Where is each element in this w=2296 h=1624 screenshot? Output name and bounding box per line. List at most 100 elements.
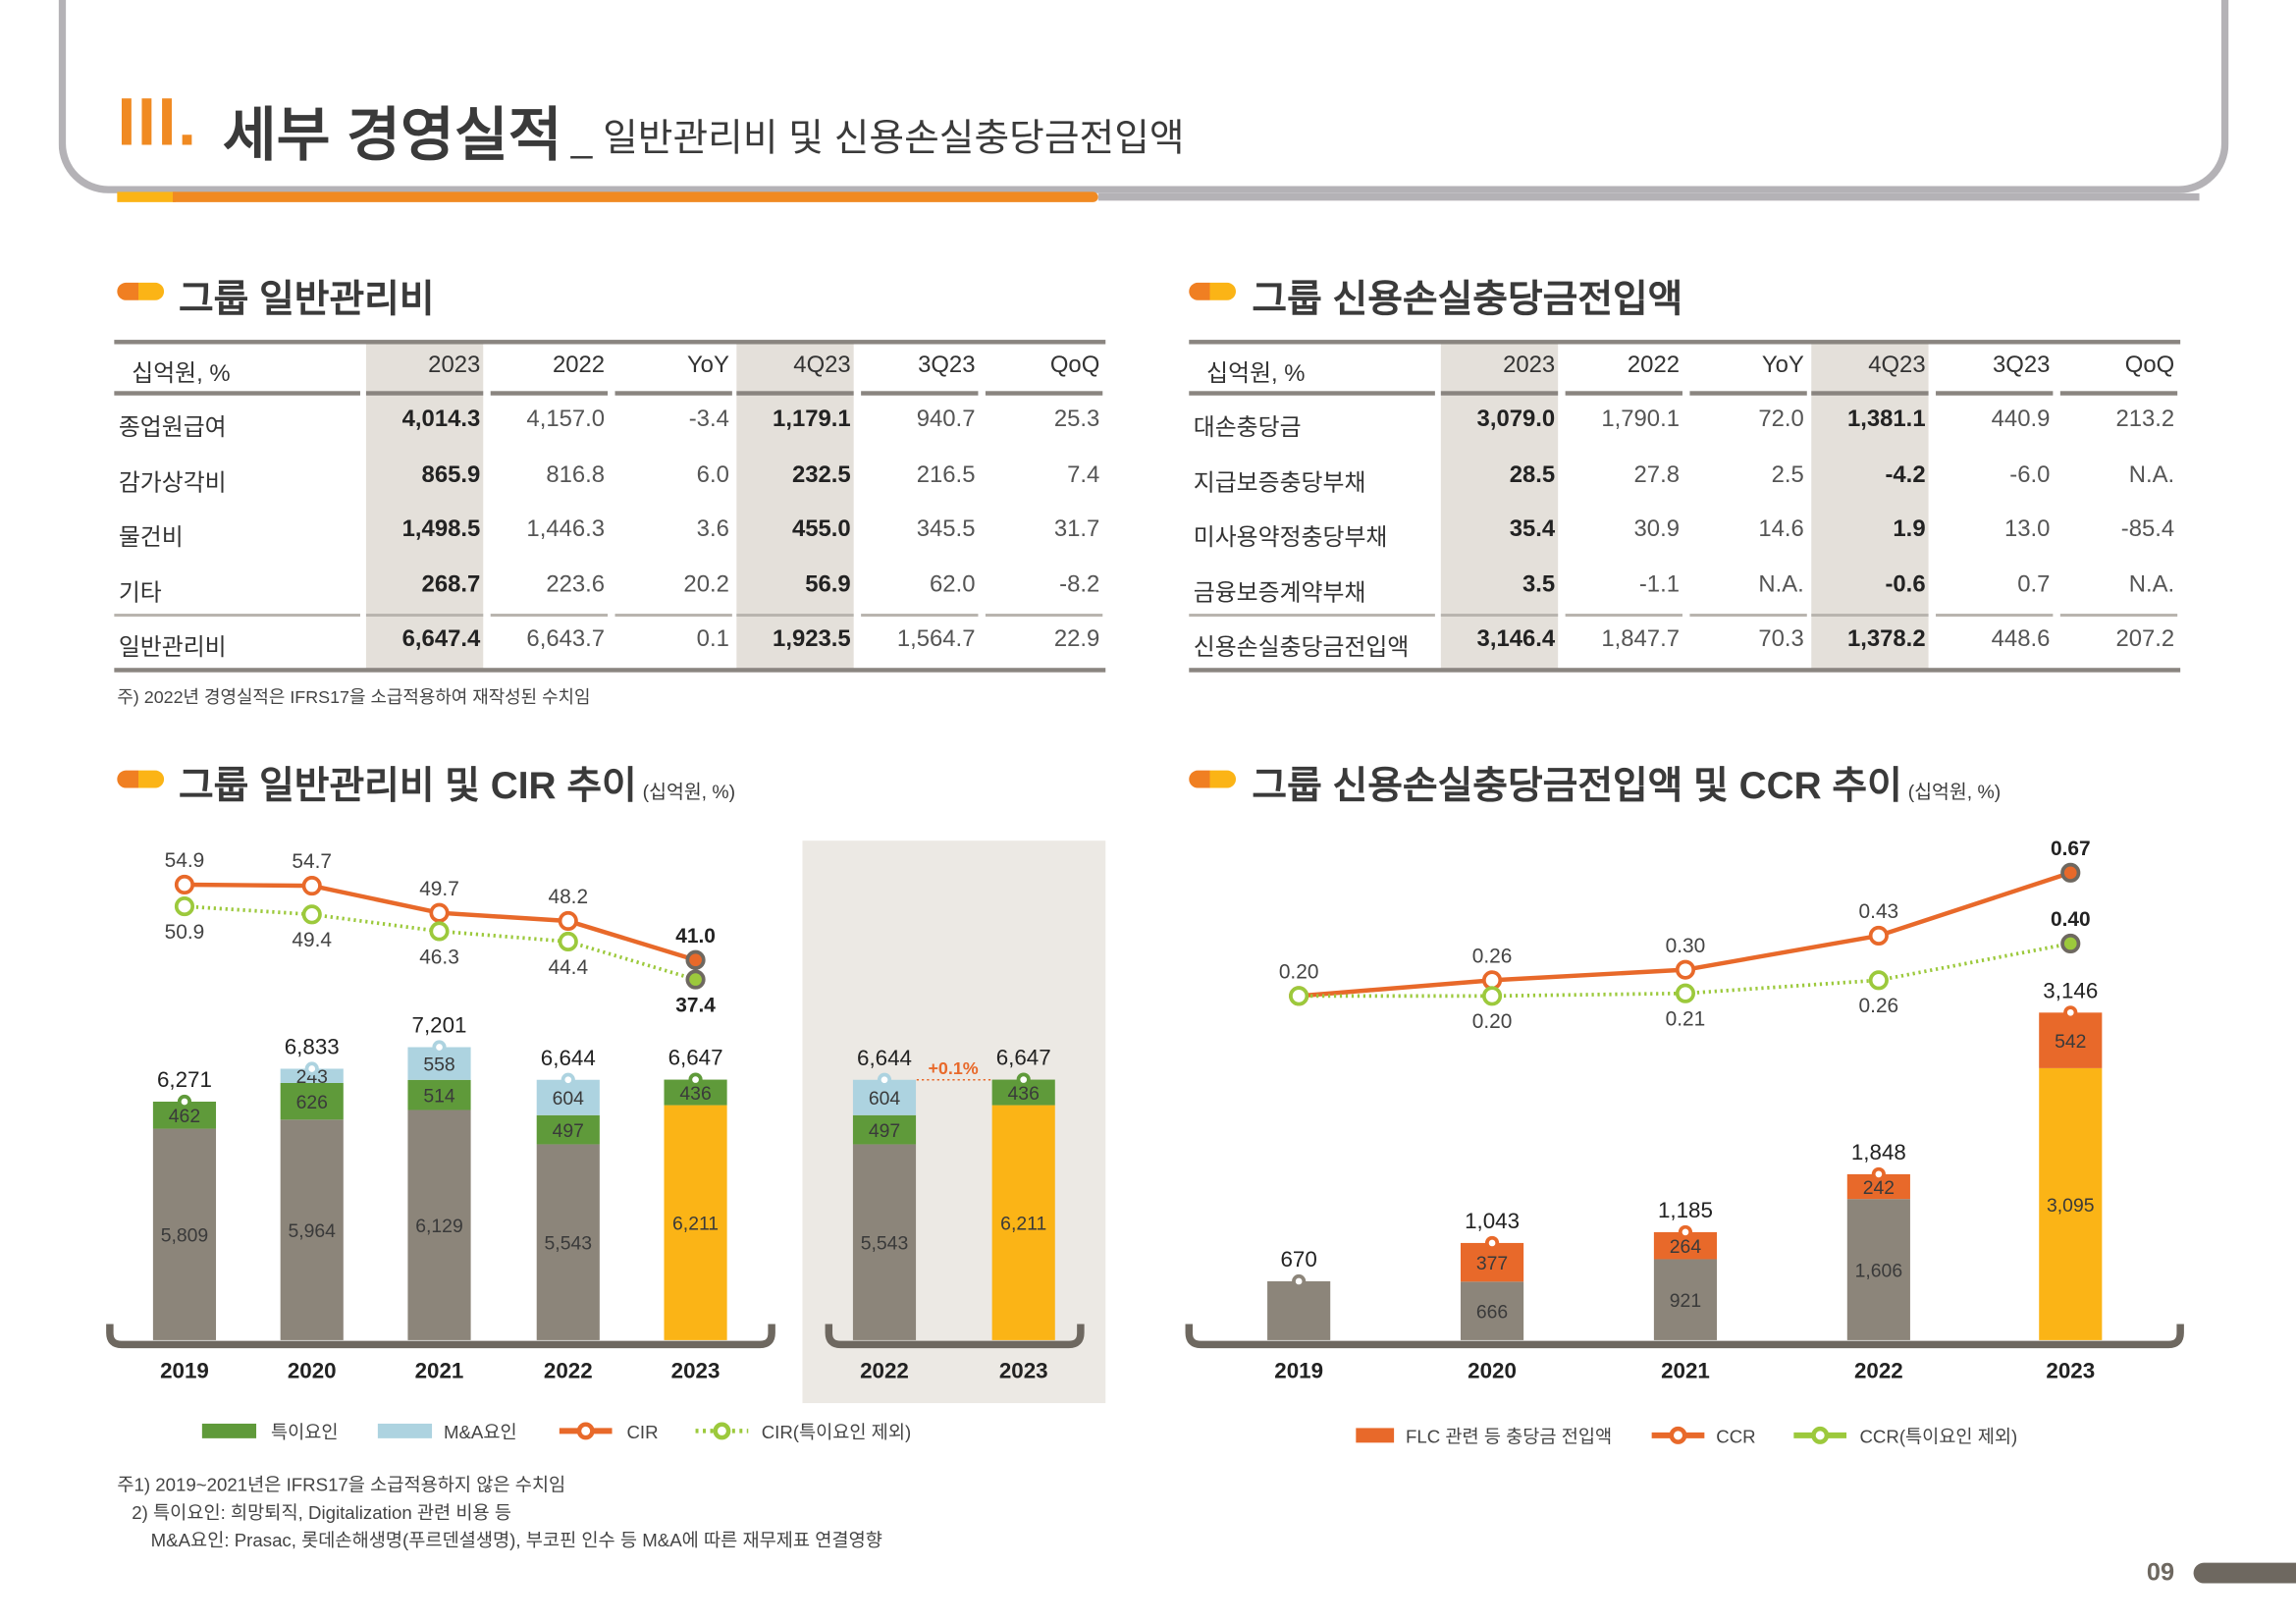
bar-total-label: 1,185 bbox=[1658, 1198, 1713, 1222]
bar-value-label: 243 bbox=[296, 1066, 328, 1088]
total-rule bbox=[1189, 614, 1435, 617]
line-point bbox=[174, 896, 195, 917]
bar-value-label: 242 bbox=[1863, 1177, 1895, 1199]
table-cell: 440.9 bbox=[1991, 406, 2051, 433]
bar-value-label: 377 bbox=[1476, 1253, 1508, 1274]
bar-value-label: 558 bbox=[423, 1055, 454, 1076]
sga-chart-unit: (십억원, %) bbox=[642, 781, 736, 803]
bar-value-label: 6,211 bbox=[1000, 1214, 1046, 1235]
table-cell: 6,647.4 bbox=[401, 626, 481, 652]
header-rule bbox=[985, 391, 1103, 396]
line-point bbox=[1481, 986, 1503, 1006]
column-header: 3Q23 bbox=[1993, 352, 2051, 378]
header-rule bbox=[114, 391, 360, 396]
x-axis-label: 2019 bbox=[1274, 1359, 1323, 1383]
bar-value-label: 264 bbox=[1670, 1236, 1702, 1258]
table-cell: 1,179.1 bbox=[773, 406, 851, 433]
table-cell: 2.5 bbox=[1771, 462, 1804, 488]
table-cell: N.A. bbox=[2128, 462, 2175, 488]
credit-table-title: 그룹 신용손실충당금전입액 bbox=[1252, 276, 1683, 321]
bar-total-label: 6,644 bbox=[541, 1046, 596, 1070]
line-value-label: 46.3 bbox=[419, 946, 459, 968]
line-value-label: 0.26 bbox=[1472, 945, 1513, 967]
line-value-label: 50.9 bbox=[165, 921, 205, 944]
column-header: 2022 bbox=[552, 352, 606, 378]
table-cell: 4,157.0 bbox=[526, 406, 606, 433]
x-axis-label: 2021 bbox=[1661, 1359, 1710, 1383]
bar-value-label: 462 bbox=[169, 1106, 200, 1127]
row-label: 신용손실충당금전입액 bbox=[1193, 635, 1410, 661]
table-cell: -1.1 bbox=[1638, 572, 1680, 598]
row-label: 감가상각비 bbox=[118, 471, 227, 497]
total-rule bbox=[614, 614, 732, 617]
axis-bracket bbox=[106, 1324, 775, 1349]
table-cell: 14.6 bbox=[1758, 516, 1804, 542]
x-axis-label: 2023 bbox=[999, 1359, 1048, 1383]
table-cell: 22.9 bbox=[1053, 626, 1100, 652]
table-cell: -4.2 bbox=[1885, 462, 1926, 488]
bar-top-marker bbox=[688, 1072, 703, 1087]
bar-value-label: 604 bbox=[869, 1088, 901, 1110]
total-rule bbox=[365, 614, 484, 617]
bar-top-marker bbox=[1292, 1273, 1307, 1289]
footnote-1: 주1) 2019~2021년은 IFRS17을 소급적용하지 않은 수치임 bbox=[117, 1475, 566, 1496]
x-axis-label: 2022 bbox=[1854, 1359, 1903, 1383]
line-value-label: 37.4 bbox=[675, 994, 716, 1016]
bar-value-label: 436 bbox=[679, 1083, 711, 1105]
bar-segment bbox=[407, 1079, 471, 1110]
change-label: +0.1% bbox=[928, 1058, 978, 1078]
row-label: 일반관리비 bbox=[118, 635, 227, 661]
line-point bbox=[301, 904, 322, 925]
header-rule bbox=[1565, 391, 1682, 396]
line-value-label: 0.20 bbox=[1279, 960, 1319, 983]
table-top-rule bbox=[1189, 340, 2181, 345]
sga-chart-heading: 그룹 일반관리비 및 CIR 추이 (십억원, %) bbox=[179, 756, 735, 810]
table-cell: 1.9 bbox=[1893, 516, 1926, 542]
table-cell: 1,564.7 bbox=[896, 626, 976, 652]
row-label: 지급보증충당부채 bbox=[1193, 471, 1366, 497]
bar-total-label: 3,146 bbox=[2043, 978, 2098, 1002]
bar-top-marker bbox=[877, 1072, 892, 1087]
column-header: 4Q23 bbox=[1868, 352, 1926, 378]
credit-chart-unit: (십억원, %) bbox=[1907, 781, 2002, 803]
highlight-column bbox=[365, 341, 484, 672]
table-cell: 7.4 bbox=[1067, 462, 1100, 488]
total-rule bbox=[861, 614, 979, 617]
bar-total-label: 670 bbox=[1280, 1247, 1316, 1272]
header-rule bbox=[614, 391, 732, 396]
total-rule bbox=[736, 614, 854, 617]
header-rule bbox=[2059, 391, 2178, 396]
bar-segment-base bbox=[1267, 1280, 1331, 1340]
table-cell: 3.6 bbox=[696, 516, 729, 542]
line-point bbox=[685, 969, 706, 990]
section-number: III. bbox=[117, 83, 198, 160]
table-cell: 70.3 bbox=[1758, 626, 1804, 652]
column-header: QoQ bbox=[1049, 352, 1100, 378]
bar-top-marker bbox=[1016, 1072, 1031, 1087]
table-cell: 35.4 bbox=[1509, 516, 1556, 542]
header-rule bbox=[1689, 391, 1807, 396]
table-cell: 3,079.0 bbox=[1476, 406, 1556, 433]
line-point bbox=[558, 910, 578, 932]
row-label: 기타 bbox=[118, 581, 162, 607]
legend-label: CIR bbox=[626, 1422, 658, 1442]
bar-segment-base bbox=[1653, 1259, 1718, 1340]
table-cell: 1,847.7 bbox=[1601, 626, 1680, 652]
table-cell: 4,014.3 bbox=[401, 406, 481, 433]
sga-chart-title: 그룹 일반관리비 및 CIR 추이 bbox=[178, 763, 637, 807]
legend-line-ccr-excl-marker bbox=[1811, 1426, 1830, 1444]
table-cell: 1,446.3 bbox=[526, 516, 606, 542]
line-point bbox=[301, 876, 322, 896]
column-header: 십억원, % bbox=[1206, 361, 1306, 387]
table-cell: 25.3 bbox=[1053, 406, 1100, 433]
credit-chart-title: 그룹 신용손실충당금전입액 및 CCR 추이 bbox=[1252, 763, 1902, 807]
line-point bbox=[429, 921, 450, 942]
x-axis-label: 2023 bbox=[2046, 1359, 2095, 1383]
section-pill-icon bbox=[117, 770, 165, 788]
line-value-label: 54.7 bbox=[292, 850, 332, 873]
bar-segment-base bbox=[536, 1144, 600, 1340]
table-cell: 940.7 bbox=[916, 406, 976, 433]
column-header: 4Q23 bbox=[793, 352, 851, 378]
column-header: 2023 bbox=[428, 352, 481, 378]
